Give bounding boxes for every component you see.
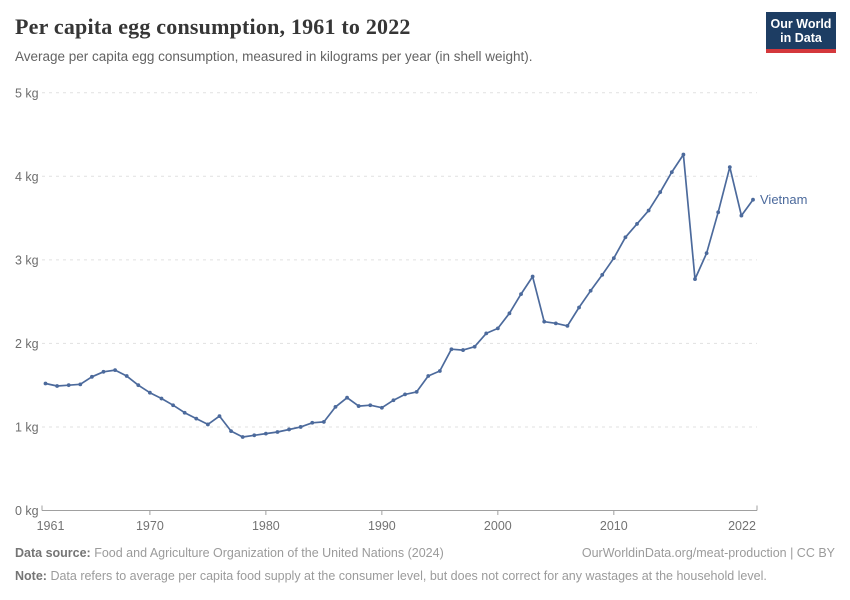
- data-point[interactable]: [693, 277, 697, 281]
- data-point[interactable]: [159, 396, 164, 401]
- data-point[interactable]: [426, 374, 431, 378]
- series-line[interactable]: [44, 153, 754, 438]
- data-point[interactable]: [171, 403, 175, 408]
- y-axis-tick-label: 2 kg: [15, 337, 39, 351]
- y-axis-tick-label: 5 kg: [15, 86, 39, 100]
- data-point[interactable]: [646, 208, 651, 213]
- data-point[interactable]: [449, 347, 454, 352]
- data-point[interactable]: [704, 251, 709, 256]
- data-point[interactable]: [321, 420, 326, 424]
- data-point[interactable]: [403, 392, 407, 397]
- data-point[interactable]: [565, 323, 570, 328]
- data-point[interactable]: [658, 190, 663, 195]
- data-point[interactable]: [623, 235, 628, 240]
- data-point[interactable]: [461, 348, 465, 352]
- data-source-text: Food and Agriculture Organization of the…: [94, 546, 444, 560]
- data-point[interactable]: [333, 404, 338, 409]
- owid-logo-line2: in Data: [780, 31, 822, 45]
- data-point[interactable]: [635, 222, 639, 226]
- note-text: Data refers to average per capita food s…: [50, 569, 767, 583]
- note-label: Note:: [15, 569, 47, 583]
- data-source-label: Data source:: [15, 546, 91, 560]
- x-axis-tick-label: 1990: [368, 519, 396, 533]
- data-point[interactable]: [495, 326, 500, 331]
- chart-header: Per capita egg consumption, 1961 to 2022…: [15, 14, 750, 64]
- data-point[interactable]: [507, 311, 512, 316]
- data-point[interactable]: [577, 305, 581, 310]
- data-point[interactable]: [136, 383, 141, 388]
- data-point[interactable]: [368, 403, 373, 408]
- data-point[interactable]: [600, 272, 605, 277]
- x-axis-tick-label: 2022: [728, 519, 756, 533]
- y-axis-tick-label: 4 kg: [15, 170, 39, 184]
- entity-label[interactable]: Vietnam: [760, 192, 807, 207]
- note-line: Note: Data refers to average per capita …: [15, 569, 767, 583]
- data-point[interactable]: [287, 427, 291, 432]
- x-axis-tick-label: 1961: [37, 519, 65, 533]
- data-point[interactable]: [298, 425, 303, 429]
- y-axis-tick-label: 0 kg: [15, 504, 39, 518]
- data-point[interactable]: [124, 374, 129, 378]
- data-point[interactable]: [739, 213, 744, 218]
- x-axis-tick-label: 2010: [600, 519, 628, 533]
- page-title: Per capita egg consumption, 1961 to 2022: [15, 14, 411, 39]
- owid-logo-line1: Our World: [770, 17, 832, 31]
- data-point[interactable]: [472, 344, 477, 349]
- x-axis-tick-label: 1970: [136, 519, 164, 533]
- data-point[interactable]: [147, 390, 152, 395]
- data-point[interactable]: [252, 433, 257, 438]
- data-point[interactable]: [519, 292, 523, 297]
- y-axis-tick-label: 3 kg: [15, 253, 39, 267]
- x-axis-tick-label: 1980: [252, 519, 280, 533]
- data-point[interactable]: [391, 398, 396, 403]
- chart-subtitle: Average per capita egg consumption, meas…: [15, 49, 533, 64]
- data-point[interactable]: [89, 374, 94, 379]
- data-point[interactable]: [113, 368, 117, 373]
- data-point[interactable]: [240, 435, 245, 439]
- data-point[interactable]: [437, 369, 442, 373]
- data-point[interactable]: [611, 256, 616, 261]
- data-point[interactable]: [43, 381, 48, 386]
- data-point[interactable]: [345, 395, 349, 400]
- data-point[interactable]: [229, 429, 233, 434]
- data-point[interactable]: [194, 416, 199, 421]
- data-point[interactable]: [217, 414, 222, 418]
- data-point[interactable]: [716, 210, 721, 215]
- data-point[interactable]: [588, 288, 593, 293]
- data-point[interactable]: [669, 170, 674, 175]
- data-point[interactable]: [182, 410, 187, 415]
- data-source-line: Data source: Food and Agriculture Organi…: [15, 546, 444, 560]
- data-point[interactable]: [414, 389, 419, 394]
- data-point[interactable]: [542, 319, 547, 324]
- data-point[interactable]: [484, 331, 489, 336]
- data-point[interactable]: [356, 404, 361, 408]
- x-axis-tick-label: 2000: [484, 519, 512, 533]
- data-point[interactable]: [310, 420, 315, 425]
- license-link[interactable]: OurWorldinData.org/meat-production | CC …: [581, 546, 835, 560]
- data-point[interactable]: [78, 382, 83, 387]
- data-point[interactable]: [530, 274, 535, 279]
- data-point[interactable]: [101, 369, 106, 374]
- data-point[interactable]: [681, 152, 686, 157]
- data-point[interactable]: [55, 384, 59, 388]
- y-axis-tick-label: 1 kg: [15, 420, 39, 434]
- data-point[interactable]: [553, 321, 558, 326]
- data-point[interactable]: [379, 405, 384, 410]
- data-point[interactable]: [275, 430, 280, 434]
- owid-logo[interactable]: Our World in Data: [766, 12, 836, 53]
- data-point[interactable]: [205, 422, 210, 427]
- data-point[interactable]: [66, 383, 71, 388]
- data-point[interactable]: [727, 165, 732, 170]
- data-point[interactable]: [751, 197, 755, 202]
- data-point[interactable]: [263, 431, 268, 436]
